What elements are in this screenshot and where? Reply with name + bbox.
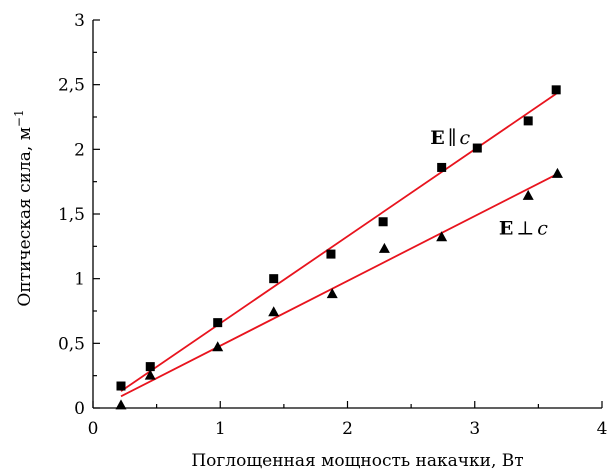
square-point <box>116 381 126 391</box>
series-annotations: E ∥ c E ⊥ c <box>430 127 548 240</box>
fit-line-series-2 <box>120 173 558 398</box>
square-point <box>523 116 533 126</box>
fit-line-series-1 <box>120 92 557 392</box>
x-tick-label: 0 <box>88 419 99 439</box>
y-tick-label: 0 <box>74 399 85 419</box>
square-point <box>437 162 447 172</box>
triangle-point <box>551 167 563 178</box>
triangle-point <box>522 189 534 200</box>
y-tick-label: 1 <box>74 270 85 290</box>
square-point <box>213 318 223 328</box>
y-tick-label: 1,5 <box>58 205 85 225</box>
y-tick-label: 2,5 <box>58 76 85 96</box>
triangle-point <box>326 288 338 299</box>
x-tick-label: 4 <box>597 419 608 439</box>
triangle-point <box>436 231 448 242</box>
x-axis-label: Поглощенная мощность накачки, Вт <box>191 451 523 471</box>
y-tick-label: 3 <box>74 11 85 31</box>
y-tick-label: 0,5 <box>58 334 85 354</box>
triangle-point <box>212 341 224 352</box>
x-tick-label: 3 <box>469 419 480 439</box>
chart-axes <box>92 20 602 409</box>
x-tick-label: 2 <box>342 419 353 439</box>
series-2-label: E ⊥ c <box>499 218 548 240</box>
triangle-point <box>115 399 127 410</box>
data-points <box>115 85 563 410</box>
square-point <box>145 362 155 372</box>
square-point <box>551 85 561 95</box>
triangle-point <box>268 306 280 317</box>
square-point <box>472 143 482 153</box>
triangle-point <box>378 242 390 253</box>
series-1-label: E ∥ c <box>430 127 470 149</box>
chart-ticks: 0 1 2 3 4 0 0,5 1 1,5 2 2,5 3 <box>58 11 607 439</box>
square-point <box>269 274 279 284</box>
y-axis-label: Оптическая сила, м−1 <box>12 109 35 306</box>
square-point <box>326 249 336 259</box>
square-point <box>378 217 388 227</box>
x-tick-label: 1 <box>215 419 226 439</box>
triangle-point <box>144 369 156 380</box>
fit-lines <box>120 92 558 398</box>
y-tick-label: 2 <box>74 140 85 160</box>
